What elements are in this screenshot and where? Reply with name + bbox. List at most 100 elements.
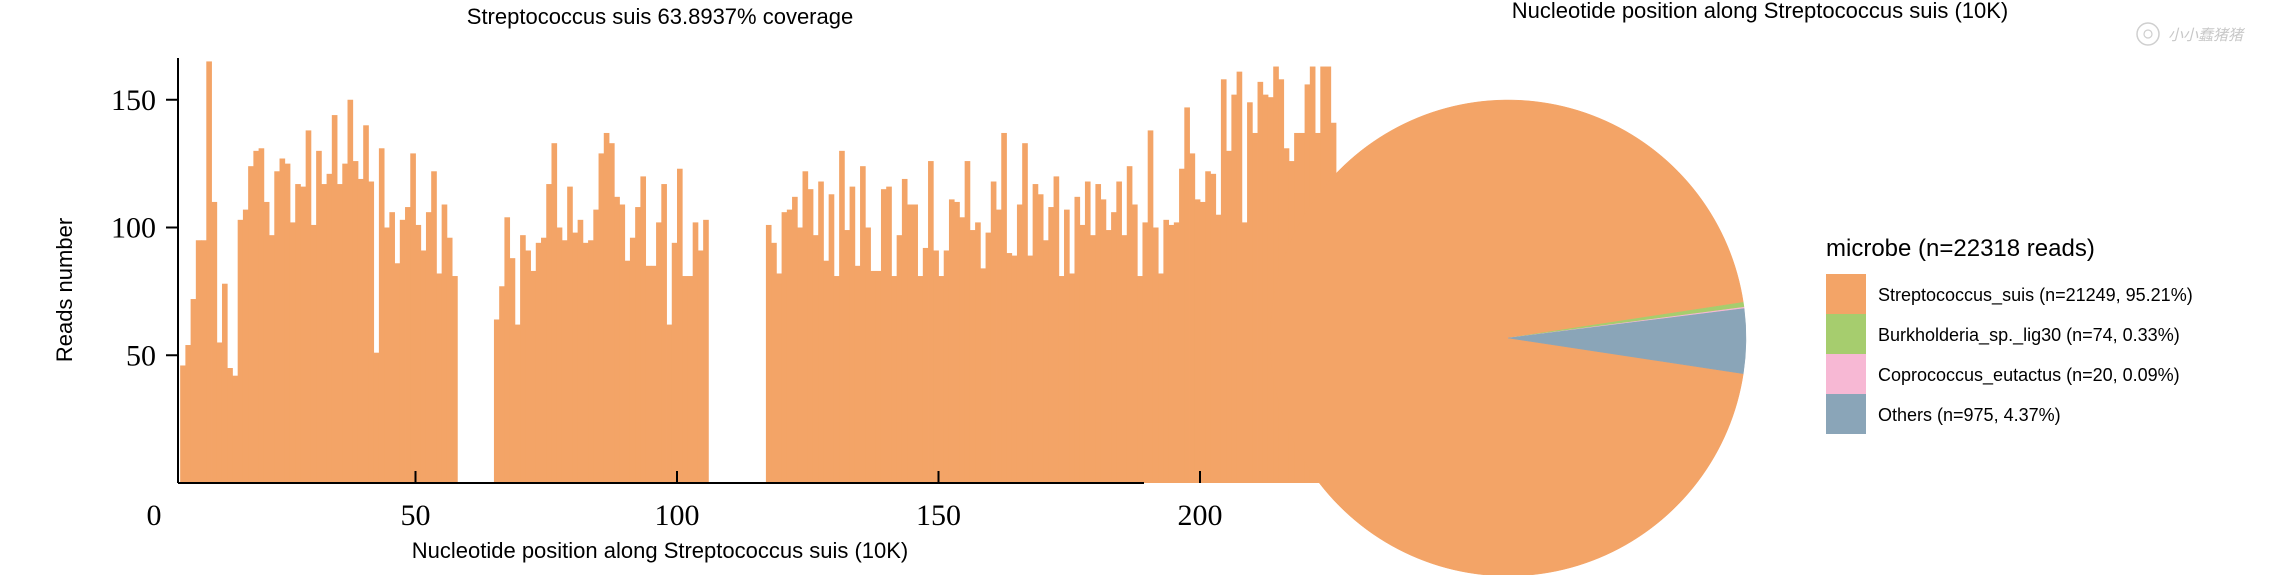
x-tick-label: 200 [1178, 499, 1223, 532]
coverage-bar [1257, 81, 1264, 484]
coverage-bar [274, 171, 280, 484]
coverage-bar [922, 247, 929, 483]
y-tick-group: 50 100 150 [111, 84, 178, 372]
coverage-bar [509, 258, 516, 483]
coverage-bar [1215, 214, 1222, 483]
coverage-bar [765, 224, 772, 483]
coverage-bar [860, 166, 866, 483]
coverage-bar [1168, 224, 1175, 483]
coverage-bar [300, 186, 307, 483]
coverage-bar [598, 153, 605, 483]
coverage-bar [875, 270, 882, 483]
coverage-bar [1163, 219, 1170, 483]
coverage-bar [666, 324, 673, 483]
coverage-bar [493, 319, 500, 483]
coverage-bar [682, 276, 688, 483]
coverage-bar [771, 242, 777, 483]
coverage-bar [1090, 235, 1096, 483]
legend-group: Streptococcus_suis (n=21249, 95.21%) Burk… [1826, 274, 2193, 434]
coverage-bar [321, 184, 327, 483]
legend-swatch [1826, 314, 1866, 354]
coverage-bar [844, 230, 850, 483]
coverage-bar [415, 224, 422, 483]
coverage-bar [289, 222, 296, 483]
coverage-bar [980, 268, 986, 483]
coverage-bar [530, 270, 537, 483]
coverage-bar [577, 219, 584, 483]
watermark-seal-dot [2143, 29, 2153, 39]
coverage-bar [342, 163, 348, 484]
coverage-bar [645, 265, 652, 483]
coverage-bar [1132, 204, 1138, 483]
coverage-bar [650, 265, 657, 483]
coverage-bar [656, 222, 662, 483]
coverage-bar [786, 209, 793, 483]
coverage-bar [425, 212, 432, 484]
x-tick-label: 0 [147, 499, 162, 532]
legend-swatch [1826, 354, 1866, 394]
coverage-bar [253, 150, 259, 483]
coverage-bar [692, 222, 699, 483]
watermark-text: 小小蠢猪猪 [2168, 26, 2246, 44]
coverage-bar [201, 240, 207, 483]
coverage-bar [593, 209, 599, 483]
coverage-bar [258, 148, 265, 484]
coverage-bar [1048, 207, 1054, 483]
coverage-bar [603, 132, 610, 483]
legend-swatch [1826, 394, 1866, 434]
coverage-bar [886, 186, 892, 483]
coverage-bar [985, 232, 992, 483]
coverage-bar [180, 365, 186, 483]
coverage-bar [420, 250, 427, 483]
coverage-bar [541, 237, 547, 483]
coverage-bar [295, 184, 301, 483]
coverage-bar [614, 196, 620, 483]
coverage-bar [410, 153, 416, 483]
legend-label: Streptococcus_suis (n=21249, 95.21%) [1878, 285, 2193, 306]
coverage-bar [629, 237, 636, 483]
coverage-bar [248, 166, 254, 483]
coverage-bar [582, 242, 589, 483]
coverage-bar [1074, 196, 1081, 483]
coverage-bar [996, 209, 1002, 483]
coverage-bar [1173, 222, 1180, 483]
watermark-seal-icon [2136, 22, 2160, 46]
coverage-bar [441, 204, 448, 483]
coverage-bar [363, 125, 369, 484]
coverage-bar [337, 184, 343, 483]
coverage-bar [520, 235, 526, 483]
coverage-bar [1116, 181, 1122, 483]
coverage-bar [1079, 224, 1086, 483]
coverage-bar [1152, 227, 1159, 483]
coverage-bar [870, 270, 877, 483]
coverage-bar [405, 207, 411, 483]
coverage-bar [242, 209, 249, 483]
coverage-bar [1252, 132, 1258, 483]
coverage-bar [1200, 201, 1206, 483]
coverage-bar [896, 235, 903, 483]
y-tick-label: 50 [126, 339, 156, 372]
coverage-bar [833, 276, 840, 483]
coverage-bar [399, 219, 406, 483]
coverage-bar [525, 250, 531, 483]
coverage-bar [551, 143, 558, 483]
coverage-bar [640, 176, 647, 483]
coverage-bar [352, 161, 359, 483]
coverage-bar [535, 242, 542, 483]
coverage-bar-chart: Streptococcus suis 63.8937% coverage 50 1… [52, 4, 1363, 563]
coverage-bar [499, 286, 505, 483]
coverage-bar [1247, 102, 1253, 484]
coverage-bar [1205, 171, 1211, 484]
coverage-bar [1058, 276, 1065, 483]
coverage-bar [232, 375, 239, 483]
coverage-bar [1231, 94, 1238, 483]
coverage-bar [1194, 199, 1201, 483]
coverage-bar [854, 265, 861, 483]
coverage-bar [1069, 273, 1075, 483]
coverage-bar [959, 217, 966, 483]
coverage-bar [394, 263, 401, 483]
coverage-bar [1210, 173, 1217, 483]
coverage-bar [1241, 222, 1248, 483]
coverage-bar [624, 260, 631, 483]
